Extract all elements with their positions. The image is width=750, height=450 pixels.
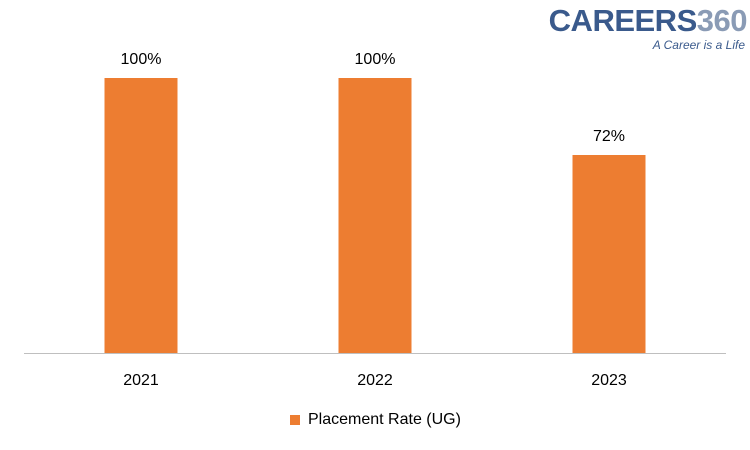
logo-number: 360	[696, 3, 748, 38]
legend-swatch	[290, 415, 300, 425]
data-labels-group: 100% 100% 72%	[121, 51, 625, 145]
tick-labels-group: 2021 2022 2023	[123, 372, 627, 389]
logo-wordmark: CAREERS360	[548, 3, 748, 38]
x-tick-label-2022: 2022	[357, 372, 393, 389]
logo-tagline: A Career is a Life	[652, 38, 745, 52]
data-label-2023: 72%	[593, 128, 625, 145]
logo-word: CAREERS	[548, 3, 698, 38]
data-label-2021: 100%	[121, 51, 162, 68]
x-tick-label-2021: 2021	[123, 372, 159, 389]
bars-group	[104, 78, 646, 353]
bar-2021	[104, 78, 178, 353]
x-tick-label-2023: 2023	[591, 372, 627, 389]
bar-2023	[572, 155, 646, 353]
careers360-logo: CAREERS360 A Career is a Life	[549, 4, 748, 56]
data-label-2022: 100%	[355, 51, 396, 68]
legend: Placement Rate (UG)	[290, 409, 461, 431]
bar-2022	[338, 78, 412, 353]
legend-label: Placement Rate (UG)	[308, 411, 461, 428]
